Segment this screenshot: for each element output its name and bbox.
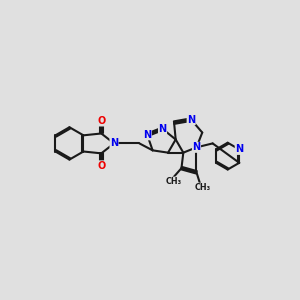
Text: N: N [110,138,118,148]
Text: N: N [158,124,166,134]
Text: O: O [97,116,105,126]
Text: CH₃: CH₃ [194,183,210,192]
Text: N: N [192,142,200,152]
Text: N: N [143,130,151,140]
Text: N: N [187,115,195,124]
Text: O: O [97,161,105,171]
Text: CH₃: CH₃ [165,177,182,186]
Text: N: N [235,144,243,154]
